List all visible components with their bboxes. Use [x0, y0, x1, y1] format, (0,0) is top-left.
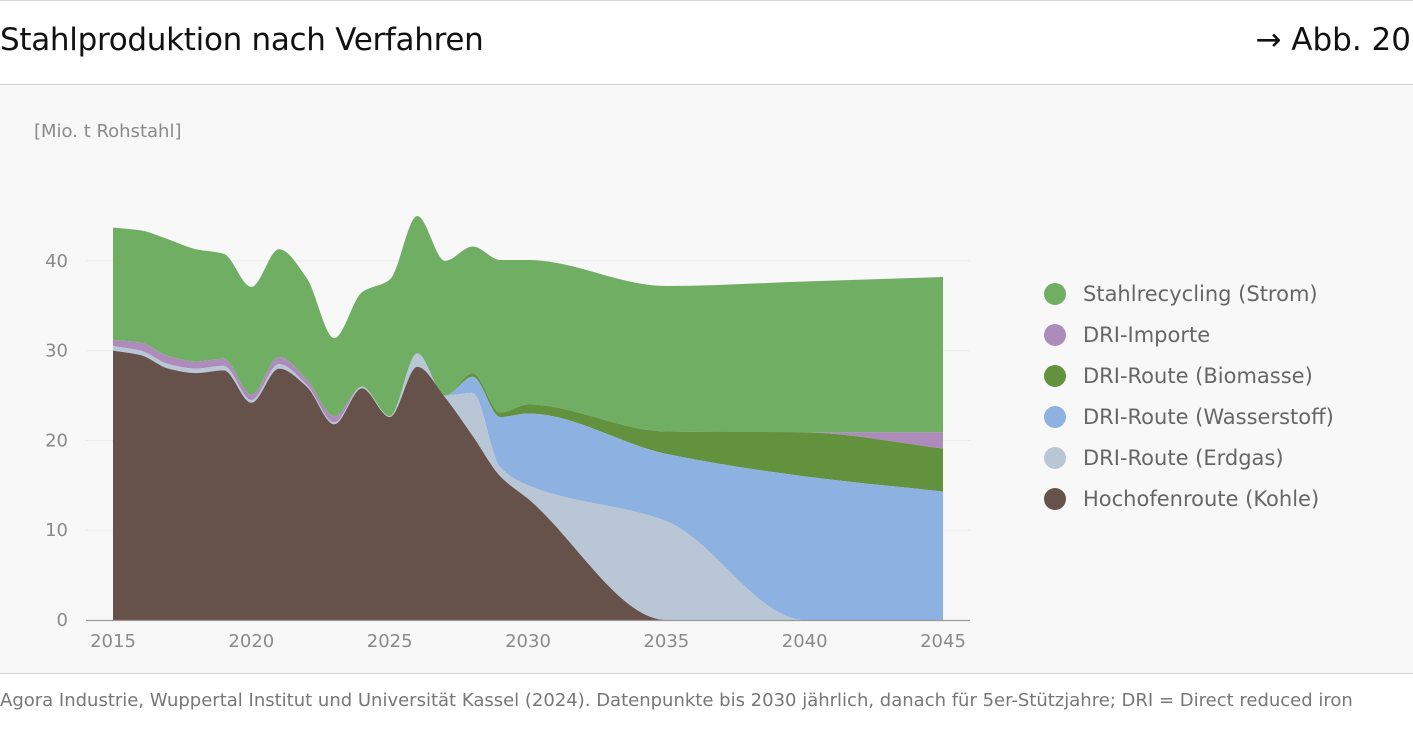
x-tick-label: 2020	[228, 631, 274, 652]
legend-label: DRI-Route (Erdgas)	[1083, 445, 1284, 470]
x-tick-label: 2015	[90, 631, 136, 652]
legend-item[interactable]: DRI-Route (Erdgas)	[1044, 437, 1404, 478]
chart-panel: 0 10 20 30 40 2015 2020 2025 2030 2035 2040 2045 [M…	[0, 84, 1413, 674]
y-tick-label: 10	[45, 520, 68, 541]
x-tick-label: 2030	[505, 631, 551, 652]
legend-swatch	[1044, 446, 1066, 469]
legend-item[interactable]: Hochofenroute (Kohle)	[1044, 478, 1404, 519]
source-note: Agora Industrie, Wuppertal Institut und …	[0, 690, 1353, 711]
y-axis-label: [Mio. t Rohstahl]	[34, 121, 182, 142]
legend-label: Hochofenroute (Kohle)	[1083, 486, 1320, 511]
legend-item[interactable]: DRI-Importe	[1044, 314, 1404, 355]
legend-label: DRI-Route (Biomasse)	[1083, 363, 1313, 388]
x-tick-label: 2045	[920, 631, 966, 652]
y-tick-label: 20	[45, 430, 68, 451]
area-hochofenroute-kohle	[113, 350, 943, 620]
x-tick-label: 2035	[643, 631, 689, 652]
area-dri-route-wasserstoff	[113, 346, 943, 620]
y-tick-label: 0	[57, 610, 68, 631]
chart-legend: Stahlrecycling (Strom) DRI-Importe DRI-Rou…	[1044, 273, 1404, 519]
figure-reference-link[interactable]: → Abb. 20	[1255, 22, 1411, 58]
legend-swatch	[1044, 282, 1066, 305]
legend-item[interactable]: DRI-Route (Wasserstoff)	[1044, 396, 1404, 437]
page-title: Stahlproduktion nach Verfahren	[0, 22, 484, 58]
x-tick-label: 2025	[367, 631, 413, 652]
top-rule	[0, 0, 1413, 1]
area-series	[113, 216, 943, 620]
area-stahlrecycling-strom	[113, 216, 943, 433]
y-tick-label: 30	[45, 341, 68, 362]
legend-swatch	[1044, 323, 1066, 346]
x-tick-label: 2040	[782, 631, 828, 652]
legend-item[interactable]: Stahlrecycling (Strom)	[1044, 273, 1404, 314]
legend-item[interactable]: DRI-Route (Biomasse)	[1044, 355, 1404, 396]
y-tick-label: 40	[45, 251, 68, 272]
legend-swatch	[1044, 405, 1066, 428]
legend-swatch	[1044, 364, 1066, 387]
legend-label: Stahlrecycling (Strom)	[1083, 281, 1318, 306]
legend-label: DRI-Importe	[1083, 322, 1211, 347]
legend-label: DRI-Route (Wasserstoff)	[1083, 404, 1334, 429]
area-dri-route-biomasse	[113, 346, 943, 492]
legend-swatch	[1044, 487, 1066, 510]
